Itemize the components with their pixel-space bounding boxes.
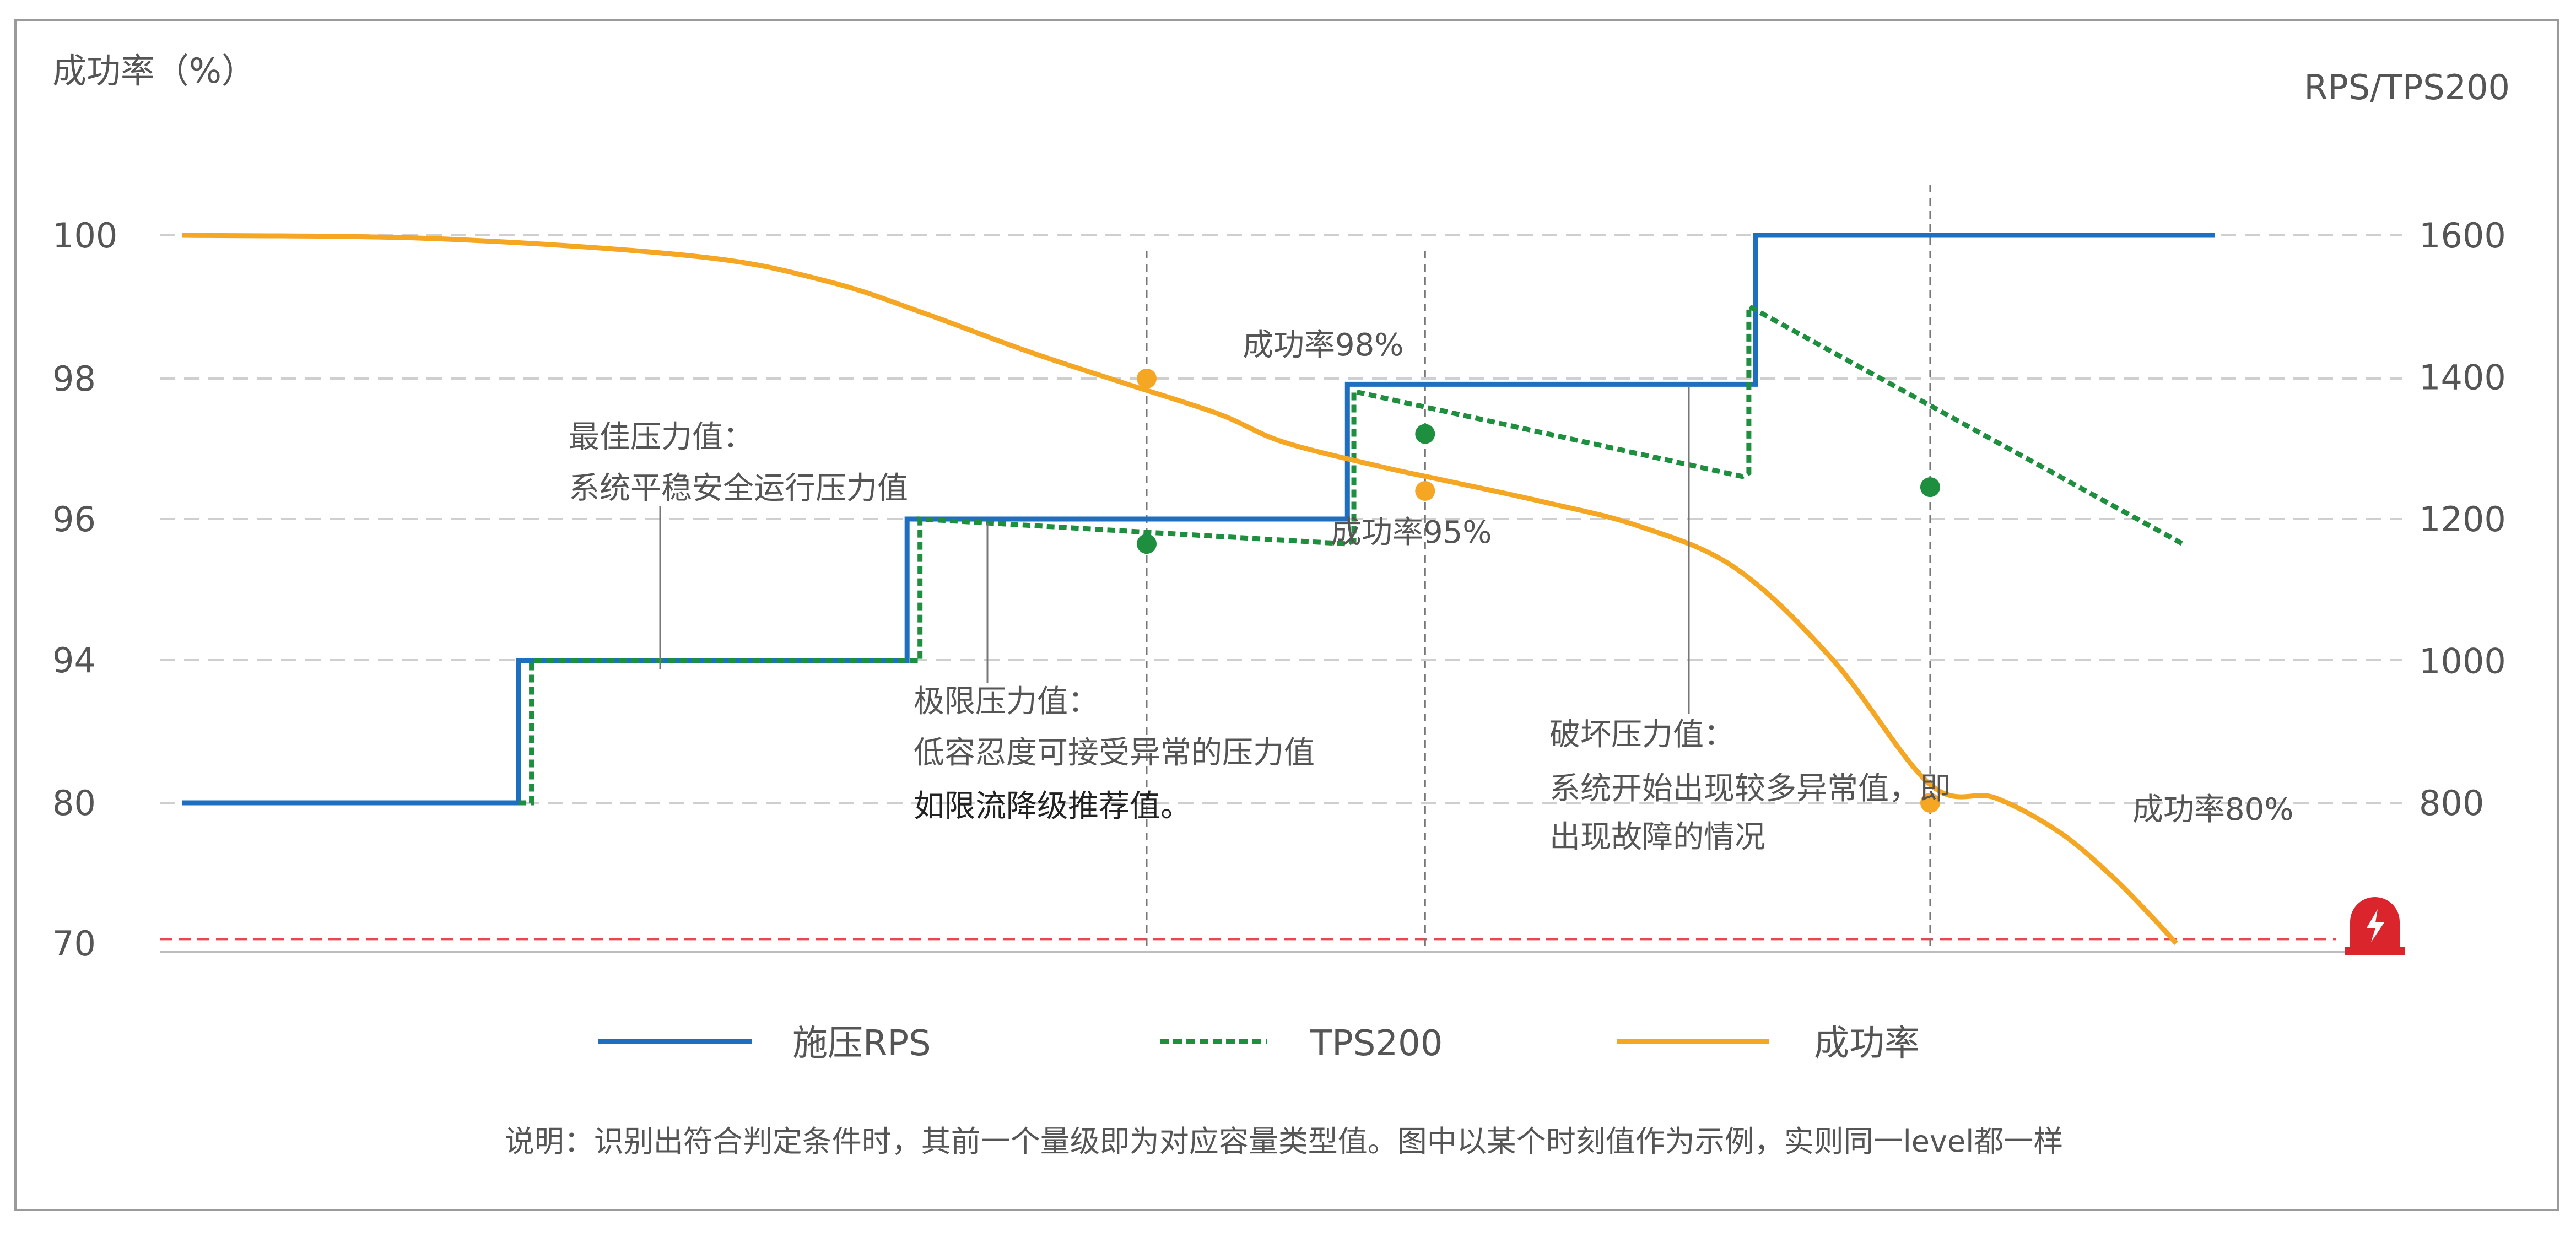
point-tps-5 xyxy=(1920,477,1940,498)
annotation-best-line-1: 系统平稳安全运行压力值 xyxy=(569,471,908,506)
annotation-limit-pressure: 极限压力值： 低容忍度可接受异常的压力值 如限流降级推荐值。 xyxy=(914,684,1315,824)
right-tick-1000: 1000 xyxy=(2419,641,2506,682)
annotation-best-title: 最佳压力值： xyxy=(569,419,754,455)
left-tick-96: 96 xyxy=(52,499,96,539)
left-tick-98: 98 xyxy=(52,359,96,399)
point-label-success-95: 成功率95% xyxy=(1331,515,1492,550)
annotation-break-line-2: 出现故障的情况 xyxy=(1549,819,1765,855)
legend-item-tps: TPS200 xyxy=(1160,1023,1443,1064)
left-tick-94: 94 xyxy=(52,640,96,681)
point-tps-4 xyxy=(1415,424,1435,444)
highlight-point-layer xyxy=(1136,369,1940,813)
series-line-success xyxy=(181,233,2178,946)
left-tick-100: 100 xyxy=(52,215,117,256)
point-tps-3 xyxy=(1136,534,1157,554)
series-layer xyxy=(181,233,2215,946)
legend-item-success: 成功率 xyxy=(1617,1023,1920,1064)
right-tick-1600: 1600 xyxy=(2419,215,2506,256)
annotation-limit-title: 极限压力值： xyxy=(914,684,1099,720)
marker-line-layer xyxy=(1146,185,1931,952)
point-success-1 xyxy=(1415,481,1435,501)
annotation-best-pressure: 最佳压力值： 系统平稳安全运行压力值 xyxy=(569,419,908,506)
annotation-limit-line-2: 如限流降级推荐值。 xyxy=(914,789,1191,824)
series-line-tps xyxy=(519,302,2184,806)
point-success-0 xyxy=(1136,369,1157,388)
chart-border xyxy=(14,19,2559,1211)
annotation-break-line-1: 系统开始出现较多异常值，即 xyxy=(1549,771,1951,807)
left-tick-70: 70 xyxy=(52,924,96,964)
annotation-leader-layer xyxy=(659,386,1690,714)
legend-label-tps: TPS200 xyxy=(1310,1023,1443,1064)
legend-label-success: 成功率 xyxy=(1814,1023,1920,1064)
point-success-2 xyxy=(1920,793,1940,813)
right-axis-title: RPS/TPS200 xyxy=(2304,67,2510,107)
right-tick-800: 800 xyxy=(2419,783,2484,823)
annotation-limit-line-1: 低容忍度可接受异常的压力值 xyxy=(914,735,1315,771)
annotation-break-pressure: 破坏压力值： 系统开始出现较多异常值，即 出现故障的情况 xyxy=(1549,717,1951,855)
legend-item-rps: 施压RPS xyxy=(598,1023,931,1064)
chart-note: 说明：识别出符合判定条件时，其前一个量级即为对应容量类型值。图中以某个时刻值作为… xyxy=(505,1124,2063,1159)
legend: 施压RPS TPS200 成功率 xyxy=(598,1023,1920,1064)
right-tick-1400: 1400 xyxy=(2419,358,2506,398)
annotation-break-title: 破坏压力值： xyxy=(1549,717,1735,753)
tick-label-layer: 100 98 96 94 80 70 1600 1400 1200 1000 800 xyxy=(52,215,2506,964)
point-label-success-98: 成功率98% xyxy=(1243,327,1403,363)
point-label-success-80: 成功率80% xyxy=(2132,792,2293,828)
legend-label-rps: 施压RPS xyxy=(792,1023,931,1064)
alarm-siren-icon xyxy=(2345,897,2405,955)
left-axis-title: 成功率（%） xyxy=(52,51,256,91)
left-tick-80: 80 xyxy=(52,783,96,823)
right-tick-1200: 1200 xyxy=(2419,499,2506,539)
